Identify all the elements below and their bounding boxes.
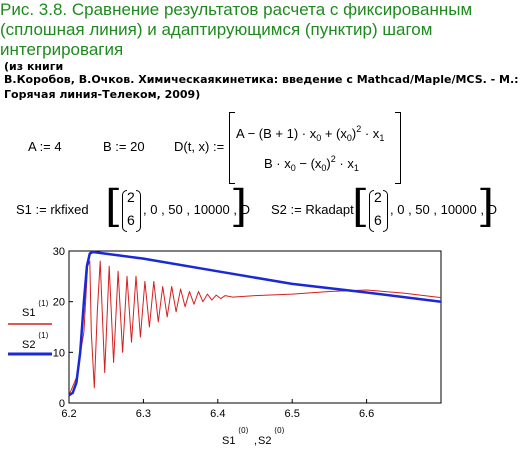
sup: 2 [330,154,336,164]
s1-vec-top: 2 [127,189,135,205]
x-axis-label-s2-sup: ⟨0⟩ [274,426,285,435]
plot-frame [68,250,442,404]
x-tick-label: 6.5 [285,408,300,420]
x-tick-label: 6.4 [210,408,225,420]
s1-open-bracket: [ [105,181,123,232]
s2-close-bracket: ] [477,181,495,232]
y-tick-label: 0 [59,398,65,410]
x-tick-label: 6.2 [61,408,76,420]
s1-vec-left-paren [122,190,127,232]
source-note-line3: Горячая линия-Телеком, 2009) [4,88,201,101]
s1-def-lhs[interactable]: S1 := rkfixed [16,202,89,217]
matrix-left-bracket [229,112,235,184]
s2-open-bracket: [ [352,181,370,232]
sub: 0 [346,133,352,143]
s2-vec-top: 2 [374,189,382,205]
legend-s2-label: S2 [22,339,35,351]
source-note-line1: (из книги [4,60,64,73]
series-s1-line [68,260,442,396]
d-row1-part-c: ) [351,126,357,141]
sub: 1 [379,133,385,143]
sub: 1 [353,163,359,173]
figure-caption: Рис. 3.8. Сравнение результатов расчета … [0,0,473,59]
def-a[interactable]: A := 4 [28,139,62,154]
x-axis-label-s1: S1 [222,435,235,447]
x-axis-label-s2: S2 [258,435,271,447]
d-row2[interactable]: B · x0 − (x0)2 · x1 [264,154,359,173]
s1-args: , 0 , 50 , 10000 , D [143,202,250,217]
d-row1[interactable]: A − (B + 1) · x0 + (x0)2 · x1 [236,124,384,143]
legend-s2-sup: ⟨1⟩ [38,331,49,340]
legend-s1-sup: ⟨1⟩ [38,299,49,308]
sub: 0 [316,133,322,143]
x-tick-label: 6.3 [136,408,151,420]
d-row1-part-d: · x [361,126,380,141]
matrix-right-bracket [395,112,401,184]
s2-vec-bottom: 6 [374,212,382,228]
x-tick-label: 6.6 [359,408,374,420]
s1-vec-bottom: 6 [127,212,135,228]
s1-vec-right-paren [136,190,141,232]
y-tick-label: 30 [53,246,65,258]
y-tick-label: 20 [53,297,65,309]
def-b[interactable]: B := 20 [103,139,145,154]
y-tick-label: 10 [53,347,65,359]
s2-vec-right-paren [383,190,388,232]
series-s2-line [68,250,442,397]
sub: 0 [290,163,296,173]
s2-vec-left-paren [369,190,374,232]
x-axis-label-s1-sup: ⟨0⟩ [238,426,249,435]
source-note-line2: В.Коробов, В.Очков. Химическаякинетика: … [4,73,519,86]
s2-args: , 0 , 50 , 10000 , D [390,202,497,217]
x-axis-label-comma: , [254,435,257,447]
sup: 2 [356,124,362,134]
d-row2-part-c: ) [326,156,331,171]
d-row2-part-a: B · x [264,156,291,171]
d-row1-part-a: A − (B + 1) · x [236,126,317,141]
d-row1-part-b: + (x [321,126,347,141]
sub: 0 [321,163,327,173]
s1-close-bracket: ] [230,181,248,232]
d-row2-part-b: − (x [295,156,322,171]
legend-s1-label: S1 [22,307,35,319]
s2-def-lhs[interactable]: S2 := Rkadapt [271,202,354,217]
d-row2-part-d: · x [335,156,354,171]
def-d-lhs[interactable]: D(t, x) := [174,139,225,154]
